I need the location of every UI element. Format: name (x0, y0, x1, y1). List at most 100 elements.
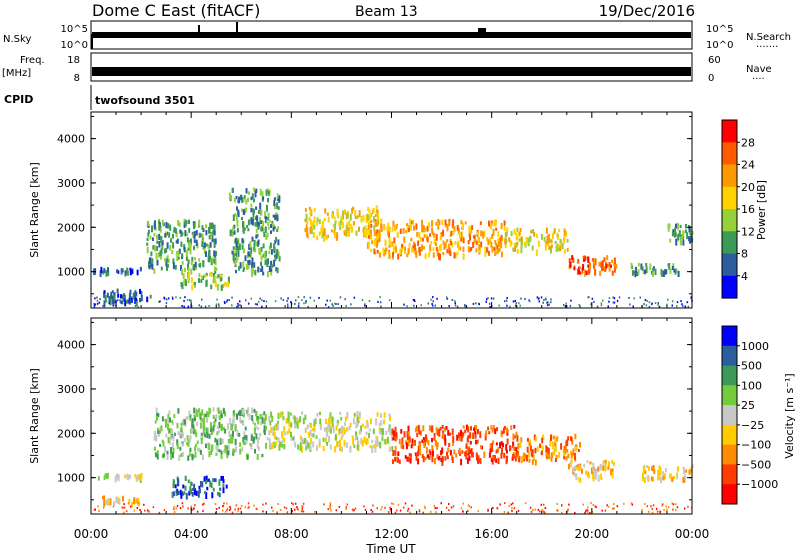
echo-pixel (225, 484, 228, 489)
ground-scatter-pixel (596, 305, 599, 308)
echo-pixel (181, 452, 184, 457)
echo-pixel (218, 479, 221, 486)
echo-pixel (405, 442, 408, 450)
echo-pixel (115, 496, 118, 504)
echo-pixel (388, 226, 391, 233)
echo-pixel (422, 425, 425, 432)
echo-pixel (475, 248, 478, 253)
echo-pixel (304, 208, 307, 212)
ground-scatter-pixel (384, 506, 386, 509)
echo-pixel (349, 422, 352, 428)
ground-scatter-pixel (307, 305, 309, 308)
ground-scatter-pixel (490, 297, 493, 300)
ground-scatter-pixel (536, 296, 539, 299)
ground-scatter-pixel (431, 303, 433, 306)
echo-pixel (235, 445, 238, 453)
echo-pixel (562, 448, 565, 456)
echo-pixel (352, 438, 355, 445)
echo-pixel (313, 224, 316, 230)
colorbar-swatch (722, 209, 737, 232)
echo-pixel (168, 410, 171, 415)
echo-pixel (684, 474, 687, 480)
echo-pixel (641, 266, 644, 271)
echo-pixel (103, 475, 106, 480)
echo-pixel (250, 246, 253, 254)
echo-pixel (645, 266, 648, 273)
echo-pixel (242, 226, 245, 233)
ground-scatter-pixel (542, 509, 544, 512)
echo-pixel (292, 415, 295, 420)
echo-pixel (233, 449, 236, 453)
echo-pixel (265, 442, 267, 449)
echo-pixel (420, 237, 423, 242)
echo-pixel (376, 436, 379, 442)
echo-pixel (136, 269, 139, 276)
ground-scatter-pixel (675, 509, 677, 512)
ground-scatter-pixel (196, 510, 199, 513)
ground-scatter-pixel (344, 298, 346, 301)
ground-scatter-pixel (413, 300, 416, 302)
echo-pixel (180, 230, 183, 237)
ground-scatter-pixel (486, 298, 488, 301)
echo-pixel (134, 290, 137, 295)
echo-pixel (193, 245, 196, 251)
echo-pixel (642, 466, 645, 474)
echo-pixel (407, 247, 410, 254)
echo-pixel (140, 294, 143, 302)
echo-pixel (242, 421, 245, 426)
echo-pixel (518, 238, 521, 242)
ground-scatter-pixel (277, 503, 279, 505)
echo-pixel (279, 441, 282, 448)
echo-pixel (577, 258, 580, 264)
echo-pixel (299, 442, 302, 449)
echo-pixel (150, 251, 153, 257)
echo-pixel (177, 251, 180, 257)
echo-pixel (299, 416, 302, 423)
echo-pixel (389, 428, 392, 436)
echo-pixel (489, 222, 492, 230)
ground-scatter-pixel (655, 507, 658, 510)
nsearch-dots: ······· (756, 42, 778, 53)
echo-pixel (187, 479, 190, 484)
echo-pixel (208, 433, 211, 439)
echo-pixel (255, 228, 258, 233)
echo-pixel (484, 250, 487, 257)
echo-pixel (323, 235, 326, 242)
echo-pixel (437, 218, 440, 224)
ground-scatter-pixel (200, 305, 203, 308)
ground-scatter-pixel (229, 506, 231, 508)
echo-pixel (576, 466, 579, 471)
echo-pixel (212, 487, 215, 492)
echo-pixel (193, 282, 196, 286)
echo-pixel (231, 188, 234, 192)
echo-pixel (554, 446, 557, 453)
ground-scatter-pixel (302, 502, 305, 505)
echo-pixel (162, 453, 165, 458)
ground-scatter-pixel (547, 301, 549, 304)
velocity-ylabel: Slant Range [km] (28, 368, 41, 464)
ground-scatter-pixel (190, 299, 192, 302)
echo-pixel (215, 267, 218, 271)
echo-pixel (358, 226, 360, 232)
echo-pixel (230, 423, 233, 431)
ground-scatter-pixel (240, 504, 243, 507)
echo-pixel (410, 224, 412, 231)
echo-pixel (265, 425, 267, 431)
ground-scatter-pixel (261, 305, 263, 308)
echo-pixel (186, 435, 189, 441)
ground-scatter-pixel (335, 303, 337, 305)
nsearch-tick-high: 10^5 (706, 24, 733, 35)
echo-pixel (180, 282, 183, 286)
echo-pixel (577, 448, 580, 452)
echo-pixel (525, 454, 528, 462)
echo-pixel (255, 188, 258, 193)
echo-pixel (258, 216, 261, 224)
ground-scatter-pixel (387, 511, 390, 514)
ground-scatter-pixel (263, 300, 265, 303)
ground-scatter-pixel (454, 304, 457, 307)
ground-scatter-pixel (468, 505, 470, 508)
ground-scatter-pixel (645, 304, 648, 307)
echo-pixel (511, 456, 514, 461)
echo-pixel (341, 446, 343, 452)
ground-scatter-pixel (198, 304, 200, 307)
